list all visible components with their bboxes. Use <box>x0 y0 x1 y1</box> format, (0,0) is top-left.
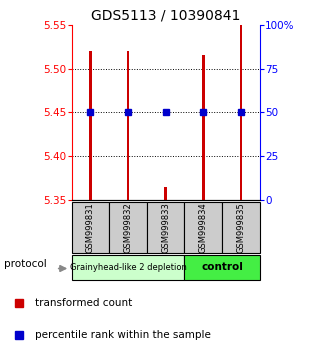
Bar <box>165 187 167 200</box>
Text: GSM999834: GSM999834 <box>199 202 208 253</box>
Text: percentile rank within the sample: percentile rank within the sample <box>35 330 211 339</box>
Text: GSM999831: GSM999831 <box>86 202 95 253</box>
Bar <box>184 255 260 280</box>
Bar <box>72 202 109 253</box>
Bar <box>127 51 129 200</box>
Bar <box>89 51 92 200</box>
Bar <box>147 202 184 253</box>
Text: control: control <box>201 262 243 272</box>
Title: GDS5113 / 10390841: GDS5113 / 10390841 <box>91 8 240 22</box>
Bar <box>109 202 147 253</box>
Bar <box>222 202 260 253</box>
Text: GSM999835: GSM999835 <box>236 202 245 253</box>
Bar <box>202 56 204 200</box>
Bar <box>184 202 222 253</box>
Text: Grainyhead-like 2 depletion: Grainyhead-like 2 depletion <box>70 263 186 272</box>
Text: transformed count: transformed count <box>35 298 133 308</box>
Text: protocol: protocol <box>4 258 46 269</box>
Text: GSM999832: GSM999832 <box>124 202 133 253</box>
Bar <box>72 255 184 280</box>
Text: GSM999833: GSM999833 <box>161 202 170 253</box>
Bar <box>240 25 242 200</box>
